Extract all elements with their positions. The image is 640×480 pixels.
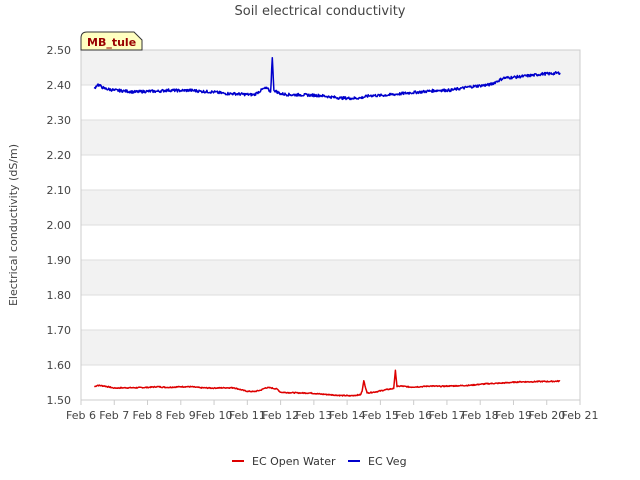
x-tick-label: Feb 17 — [428, 409, 465, 422]
y-axis-label: Electrical conductivity (dS/m) — [7, 144, 20, 306]
y-tick-label: 2.10 — [47, 184, 72, 197]
legend-label: EC Open Water — [252, 455, 336, 468]
x-tick-label: Feb 8 — [133, 409, 163, 422]
x-tick-label: Feb 11 — [229, 409, 266, 422]
y-tick-label: 1.60 — [47, 359, 72, 372]
x-tick-label: Feb 16 — [395, 409, 432, 422]
y-tick-label: 2.00 — [47, 219, 72, 232]
plot-band — [81, 120, 580, 155]
station-badge-shape — [80, 31, 143, 51]
y-tick-label: 2.30 — [47, 114, 72, 127]
plot-band — [81, 260, 580, 295]
plot-band — [81, 190, 580, 225]
legend: EC Open Water EC Veg — [232, 455, 407, 468]
x-tick-label: Feb 14 — [329, 409, 366, 422]
x-tick-label: Feb 15 — [362, 409, 399, 422]
chart-title: Soil electrical conductivity — [234, 4, 405, 19]
plot-band — [81, 85, 580, 120]
y-tick-label: 1.50 — [47, 394, 72, 407]
series-line — [93, 56, 561, 101]
plot-band — [81, 225, 580, 260]
x-tick-label: Feb 19 — [495, 409, 532, 422]
y-tick-label: 2.40 — [47, 79, 72, 92]
y-tick-label: 2.50 — [47, 44, 72, 57]
x-tick-label: Feb 6 — [66, 409, 96, 422]
x-tick-label: Feb 21 — [562, 409, 599, 422]
y-tick-label: 1.90 — [47, 254, 72, 267]
series-line — [94, 369, 561, 397]
x-tick-label: Feb 20 — [528, 409, 565, 422]
x-tick-label: Feb 13 — [295, 409, 332, 422]
y-axis: 1.50 1.60 1.70 1.80 1.90 2.00 2.10 2.20 2.30 2.40… — [47, 44, 72, 407]
legend-label: EC Veg — [368, 455, 407, 468]
station-label: MB_tule — [87, 36, 136, 49]
plot-band — [81, 330, 580, 365]
x-tick-label: Feb 7 — [99, 409, 129, 422]
plot-band — [81, 295, 580, 330]
plot-band — [81, 155, 580, 190]
plot-background — [81, 50, 580, 400]
x-tick-label: Feb 9 — [166, 409, 196, 422]
station-badge: MB_tule — [80, 31, 143, 51]
plot-frame — [80, 49, 581, 401]
x-tick-label: Feb 18 — [462, 409, 499, 422]
y-tick-label: 2.20 — [47, 149, 72, 162]
series-layer — [93, 56, 561, 397]
plot-band — [81, 50, 580, 85]
y-tick-label: 1.70 — [47, 324, 72, 337]
x-tick-label: Feb 12 — [262, 409, 299, 422]
y-tick-label: 1.80 — [47, 289, 72, 302]
x-tick-label: Feb 10 — [196, 409, 233, 422]
